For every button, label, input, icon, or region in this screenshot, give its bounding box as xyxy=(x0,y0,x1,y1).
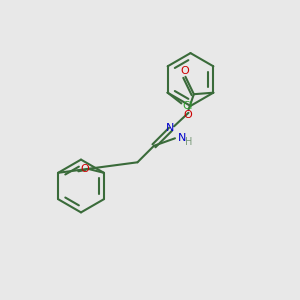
Text: O: O xyxy=(80,164,89,174)
Text: Cl: Cl xyxy=(183,100,193,111)
Text: H: H xyxy=(184,137,192,147)
Text: O: O xyxy=(181,66,189,76)
Text: O: O xyxy=(184,110,193,120)
Text: N: N xyxy=(166,123,174,133)
Text: N: N xyxy=(178,133,186,143)
